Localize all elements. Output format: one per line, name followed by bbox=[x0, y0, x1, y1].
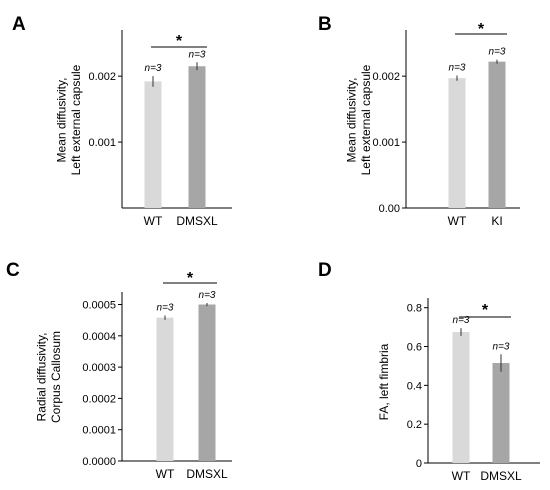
bar-ki bbox=[488, 61, 506, 209]
significance-star: * bbox=[482, 302, 489, 319]
n-annotation: n=3 bbox=[489, 47, 506, 58]
y-axis-label: Mean diffusivity,Left external capsule bbox=[55, 64, 83, 175]
significance-star: * bbox=[478, 21, 485, 38]
y-axis-label: Mean diffusivity,Left external capsule bbox=[345, 64, 373, 175]
y-tick-label: 0.6 bbox=[407, 342, 422, 354]
n-annotation: n=3 bbox=[199, 290, 216, 301]
y-tick-label: 0.0004 bbox=[82, 331, 116, 343]
y-tick-label: 0.002 bbox=[372, 71, 400, 83]
panel-letter: C bbox=[6, 260, 20, 281]
n-annotation: n=3 bbox=[145, 63, 162, 74]
y-tick-label: 0.001 bbox=[372, 137, 400, 149]
n-annotation: n=3 bbox=[157, 302, 174, 313]
n-annotation: n=3 bbox=[189, 49, 206, 60]
bar-dmsxl bbox=[188, 66, 206, 208]
y-tick-label: 0.8 bbox=[407, 303, 422, 315]
y-tick-label: 0.001 bbox=[88, 137, 116, 149]
bar-wt bbox=[448, 78, 466, 209]
x-tick-label: WT bbox=[452, 469, 471, 483]
panel-letter: B bbox=[318, 14, 332, 35]
y-tick-label: 0.0001 bbox=[82, 425, 116, 437]
y-tick-label: 0.2 bbox=[407, 419, 422, 431]
bar-dmsxl bbox=[492, 363, 510, 463]
panel-a: A 0.001 0.002 Mean diffusivity,Left externa… bbox=[12, 14, 232, 228]
significance-star: * bbox=[176, 33, 183, 50]
n-annotation: n=3 bbox=[493, 341, 510, 352]
panel-c: C 0.0000 0.0001 0.0002 0.0003 0.0004 0.0005 Rad… bbox=[6, 260, 232, 481]
y-tick-label: 0.0000 bbox=[82, 456, 116, 468]
panel-letter: D bbox=[318, 260, 332, 281]
y-tick-label: 0 bbox=[416, 458, 422, 470]
x-tick-label: DMSXL bbox=[480, 469, 522, 483]
y-tick-label: 0.0005 bbox=[82, 300, 116, 312]
panel-d: D 0 0.2 0.4 0.6 0.8 FA, left fimbria n=3 WT n=3 DM… bbox=[318, 260, 540, 483]
y-axis-label: FA, left fimbria bbox=[377, 343, 391, 420]
y-tick-label: 0.002 bbox=[88, 71, 116, 83]
x-tick-label: WT bbox=[144, 214, 163, 228]
bar-wt bbox=[452, 331, 470, 463]
n-annotation: n=3 bbox=[453, 315, 470, 326]
x-tick-label: DMSXL bbox=[186, 467, 228, 481]
y-tick-label: 0.0003 bbox=[82, 362, 116, 374]
y-tick-label: 0.0002 bbox=[82, 393, 116, 405]
significance-star: * bbox=[187, 270, 194, 287]
bar-wt bbox=[144, 81, 162, 208]
x-tick-label: KI bbox=[491, 214, 502, 228]
x-tick-label: DMSXL bbox=[176, 214, 218, 228]
bar-wt bbox=[156, 317, 174, 461]
x-tick-label: WT bbox=[448, 214, 467, 228]
bar-dmsxl bbox=[198, 304, 216, 461]
n-annotation: n=3 bbox=[449, 62, 466, 73]
y-axis-label: Radial diffusivity,Corpus Callosum bbox=[35, 331, 63, 423]
x-tick-label: WT bbox=[156, 467, 175, 481]
panel-letter: A bbox=[12, 14, 26, 35]
y-tick-label: 0.00 bbox=[379, 203, 400, 215]
y-tick-label: 0.4 bbox=[407, 380, 422, 392]
